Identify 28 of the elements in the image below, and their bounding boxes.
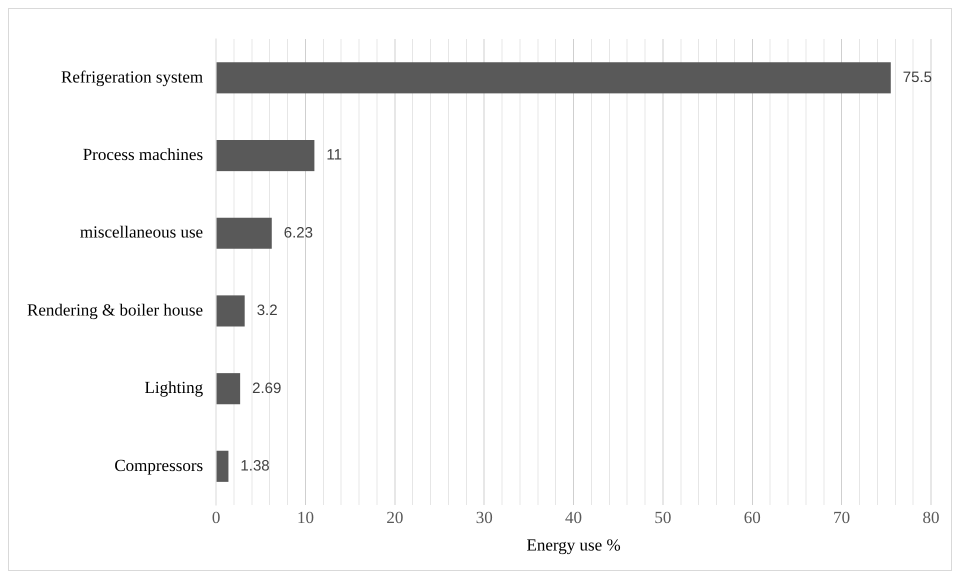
- x-tick-label: 50: [654, 508, 672, 527]
- data-label: 11: [326, 146, 342, 164]
- bar: [216, 373, 240, 404]
- y-tick-label: Lighting: [144, 378, 204, 398]
- bar: [216, 62, 891, 94]
- data-label: 3.2: [256, 302, 278, 320]
- data-label: 2.69: [252, 380, 282, 397]
- x-tick-label: 40: [565, 508, 582, 527]
- x-tick-label: 10: [296, 508, 314, 527]
- x-tick-label: 30: [476, 508, 493, 527]
- y-tick-label: miscellaneous use: [80, 222, 204, 242]
- bar: [216, 295, 245, 326]
- y-tick-label: Refrigeration system: [60, 67, 204, 86]
- x-tick-label: 0: [212, 508, 220, 527]
- y-tick-label: Rendering & boiler house: [26, 300, 204, 320]
- bar: [216, 450, 228, 482]
- bar: [216, 140, 314, 172]
- x-tick-label: 20: [386, 508, 404, 527]
- x-tick-label: 70: [833, 508, 850, 527]
- bar: [216, 218, 272, 249]
- data-label: 75.5: [902, 68, 932, 86]
- y-tick-label: Process machines: [82, 145, 204, 164]
- x-tick-label: 80: [922, 508, 940, 527]
- data-label: 1.38: [240, 457, 270, 474]
- data-label: 6.23: [284, 224, 313, 242]
- x-axis-title: Energy use %: [526, 535, 621, 554]
- y-tick-label: Compressors: [114, 456, 204, 475]
- x-tick-label: 60: [744, 508, 761, 527]
